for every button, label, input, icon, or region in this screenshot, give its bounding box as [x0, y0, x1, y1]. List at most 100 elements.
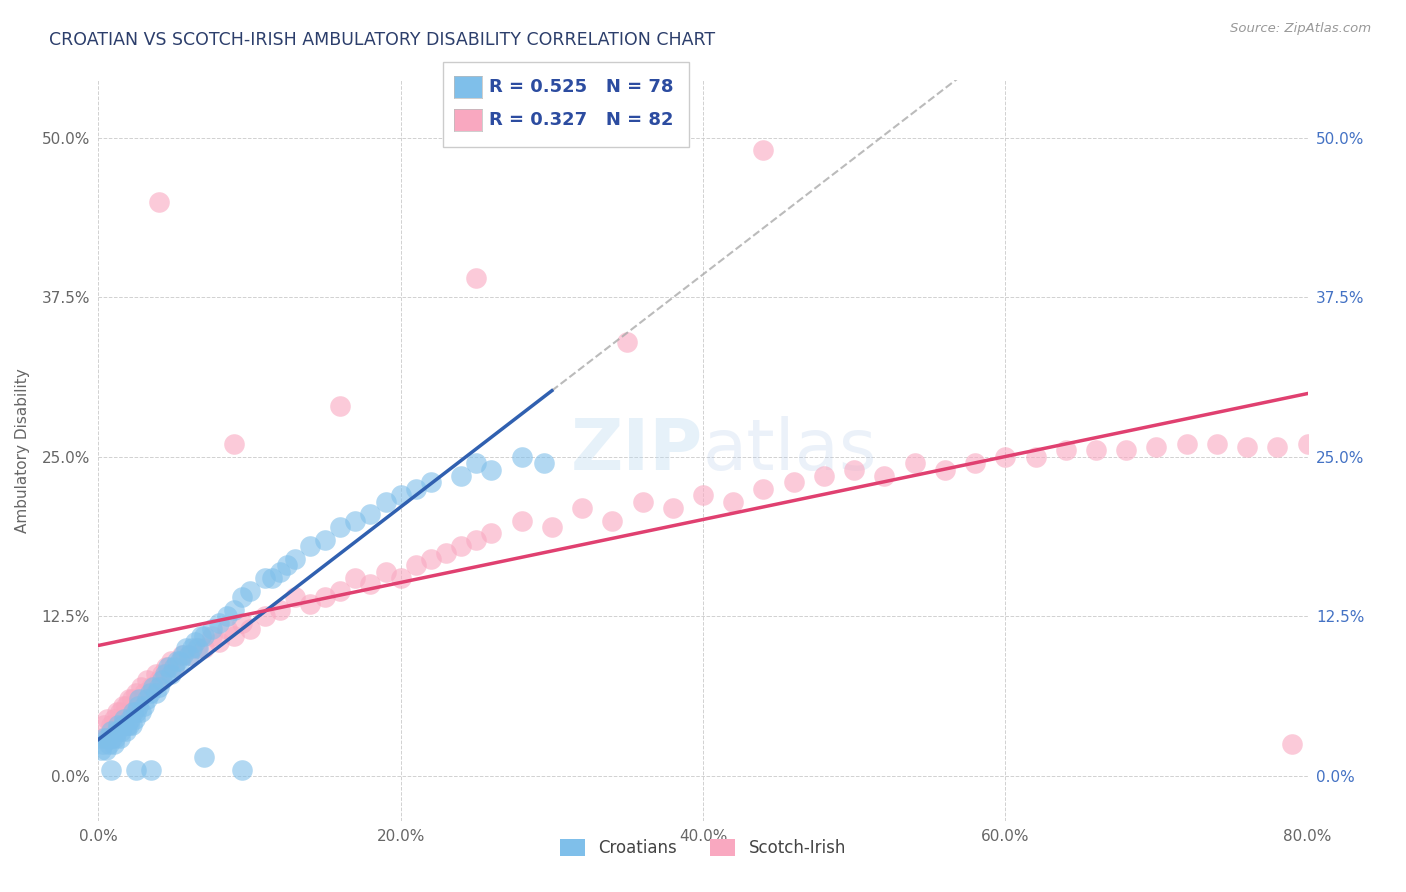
Point: [405, 482, 427, 496]
Point: [148, 680, 170, 694]
Point: [93, 731, 115, 745]
Point: [132, 698, 155, 713]
Point: [269, 565, 291, 579]
Point: [253, 609, 276, 624]
Point: [374, 494, 396, 508]
Point: [208, 615, 231, 630]
Point: [1024, 450, 1046, 464]
Point: [1206, 437, 1229, 451]
Point: [1115, 443, 1137, 458]
Point: [193, 641, 215, 656]
Point: [150, 666, 173, 681]
Point: [118, 718, 141, 732]
Point: [1296, 437, 1319, 451]
Point: [193, 629, 215, 643]
Point: [103, 712, 125, 726]
Point: [145, 686, 167, 700]
Point: [121, 718, 143, 732]
Point: [965, 456, 987, 470]
Point: [329, 399, 352, 413]
Point: [344, 571, 367, 585]
Point: [114, 698, 136, 713]
Point: [1175, 437, 1198, 451]
Point: [420, 475, 443, 490]
Point: [253, 571, 276, 585]
Point: [172, 648, 194, 662]
Point: [420, 552, 443, 566]
Point: [405, 558, 427, 573]
Point: [155, 660, 177, 674]
Text: Source: ZipAtlas.com: Source: ZipAtlas.com: [1230, 22, 1371, 36]
Point: [96, 712, 118, 726]
Point: [481, 462, 503, 476]
Point: [115, 718, 138, 732]
Point: [120, 712, 142, 726]
Point: [450, 539, 472, 553]
Point: [170, 648, 193, 662]
Point: [201, 622, 224, 636]
Point: [481, 526, 503, 541]
Point: [284, 591, 307, 605]
Point: [163, 660, 186, 674]
Point: [208, 635, 231, 649]
Point: [181, 641, 204, 656]
Point: [201, 629, 224, 643]
Point: [231, 615, 253, 630]
Point: [465, 271, 488, 285]
Point: [125, 686, 148, 700]
Point: [329, 583, 352, 598]
Legend: Croatians, Scotch-Irish: Croatians, Scotch-Irish: [554, 832, 852, 864]
Point: [904, 456, 927, 470]
Point: [239, 583, 262, 598]
Point: [190, 629, 212, 643]
Point: [215, 622, 238, 636]
Point: [135, 692, 157, 706]
Point: [389, 571, 412, 585]
Point: [179, 648, 201, 662]
Point: [96, 731, 118, 745]
Point: [450, 469, 472, 483]
Point: [752, 482, 775, 496]
Point: [148, 194, 170, 209]
Point: [533, 456, 555, 470]
Point: [360, 508, 382, 522]
Point: [783, 475, 806, 490]
Point: [510, 450, 533, 464]
Point: [100, 724, 122, 739]
Text: ZIP: ZIP: [571, 416, 703, 485]
Point: [141, 763, 163, 777]
Point: [174, 641, 197, 656]
Point: [132, 686, 155, 700]
Point: [153, 666, 176, 681]
Point: [344, 514, 367, 528]
Point: [231, 763, 253, 777]
Point: [122, 705, 145, 719]
Point: [465, 533, 488, 547]
Point: [723, 494, 745, 508]
Point: [139, 686, 162, 700]
Point: [434, 545, 457, 559]
Point: [121, 692, 143, 706]
Point: [284, 552, 307, 566]
Point: [163, 660, 186, 674]
Point: [108, 705, 131, 719]
Point: [129, 705, 152, 719]
Point: [540, 520, 562, 534]
Point: [602, 514, 624, 528]
Point: [110, 724, 132, 739]
Point: [114, 724, 136, 739]
Point: [118, 692, 141, 706]
Point: [111, 698, 134, 713]
Point: [94, 743, 117, 757]
Point: [104, 731, 127, 745]
Point: [148, 673, 170, 688]
Point: [571, 500, 593, 515]
Point: [105, 724, 128, 739]
Point: [844, 462, 866, 476]
Point: [374, 565, 396, 579]
Text: R = 0.525   N = 78: R = 0.525 N = 78: [489, 78, 673, 95]
Point: [156, 660, 179, 674]
Point: [692, 488, 714, 502]
Point: [631, 494, 654, 508]
Point: [179, 648, 201, 662]
